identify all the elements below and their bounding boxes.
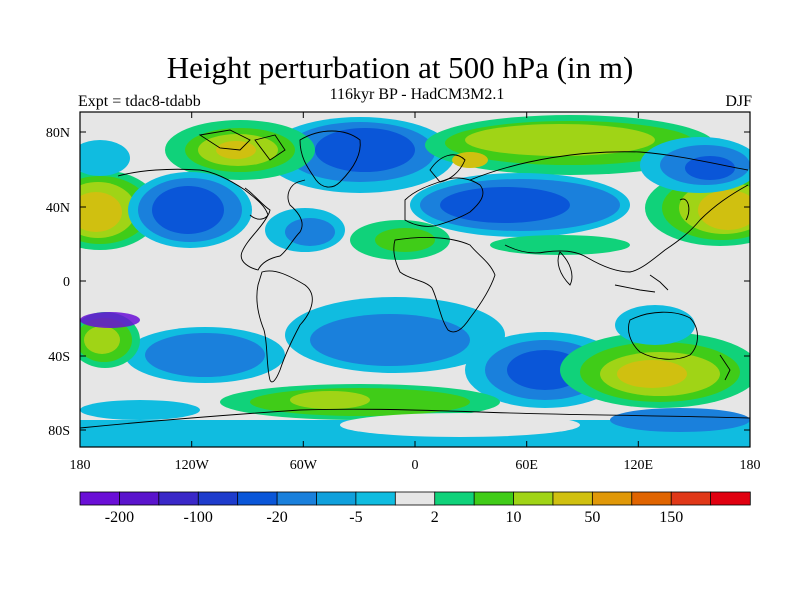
coastlines	[80, 129, 750, 429]
colorbar-label: 10	[506, 509, 522, 526]
ne-pacific-low-anomaly	[80, 140, 252, 248]
kamchatka-low-anomaly	[640, 137, 750, 193]
x-tick-label: 180	[70, 458, 91, 473]
colorbar-swatch	[434, 491, 475, 506]
colorbar-label: -5	[349, 509, 362, 526]
colorbar-label: -200	[105, 509, 134, 526]
southwest-pacific-high-left	[80, 312, 140, 368]
colorbar-swatch	[591, 491, 633, 506]
y-tick-label: 40N	[46, 201, 70, 216]
colorbar-swatch	[158, 491, 199, 506]
colorbar-swatch	[237, 491, 278, 506]
y-axis: 80N 40N 0 40S 80S	[46, 126, 750, 439]
colorbar-label: -20	[266, 509, 287, 526]
coastline-north-america	[117, 168, 306, 271]
coastline-antarctica	[80, 408, 750, 429]
coastline-asia	[469, 151, 749, 273]
x-tick-label: 120W	[175, 458, 210, 473]
colorbar-swatch	[394, 491, 436, 506]
y-tick-label: 40S	[48, 350, 70, 365]
colorbar-label: 2	[431, 509, 439, 526]
colorbar	[79, 491, 751, 506]
experiment-label: Expt = tdac8-tdabb	[78, 93, 201, 110]
coastline-europe	[404, 177, 484, 227]
colorbar-swatch	[197, 491, 239, 506]
coastline-south-america	[256, 270, 313, 383]
figure-title: Height perturbation at 500 hPa (in m)	[166, 50, 634, 85]
colorbar-swatch	[355, 491, 396, 506]
colorbar-swatch	[710, 491, 751, 506]
north-pacific-high-west	[80, 170, 160, 250]
y-tick-label: 80S	[48, 424, 70, 439]
colorbar-labels: -200 -100 -20 -5 2 10 50 150	[105, 509, 683, 526]
x-axis: 180 120W 60W 0 60E 120E 180	[70, 112, 761, 473]
coastline-hudson	[244, 187, 271, 220]
colorbar-swatch	[316, 491, 357, 506]
colorbar-label: 150	[659, 509, 683, 526]
colorbar-label: 50	[584, 509, 600, 526]
colorbar-swatch	[473, 491, 515, 506]
colorbar-swatch	[119, 491, 160, 506]
x-tick-label: 120E	[624, 458, 654, 473]
colorbar-label: -100	[184, 509, 213, 526]
colorbar-swatch	[552, 491, 594, 506]
x-tick-label: 60E	[515, 458, 538, 473]
y-tick-label: 80N	[46, 126, 70, 141]
y-tick-label: 0	[63, 275, 70, 290]
coastline-australia	[628, 311, 698, 360]
x-tick-label: 60W	[290, 458, 318, 473]
colorbar-swatch	[631, 491, 672, 506]
x-tick-label: 180	[740, 458, 761, 473]
contour-field	[80, 112, 750, 447]
season-label: DJF	[725, 93, 752, 110]
x-tick-label: 0	[412, 458, 419, 473]
south-pacific-high-right	[560, 332, 750, 408]
coastline-africa	[393, 237, 496, 333]
colorbar-swatch	[670, 491, 712, 506]
eurasia-low-anomaly	[410, 173, 630, 237]
coastline-greenland	[299, 130, 361, 188]
period-model-label: 116kyr BP - HadCM3M2.1	[329, 86, 505, 103]
south-pacific-low-anomaly	[125, 327, 285, 383]
colorbar-swatch	[79, 491, 121, 506]
colorbar-swatch	[276, 491, 318, 506]
colorbar-swatch	[513, 491, 554, 506]
south-atlantic-low-anomaly	[285, 297, 505, 373]
